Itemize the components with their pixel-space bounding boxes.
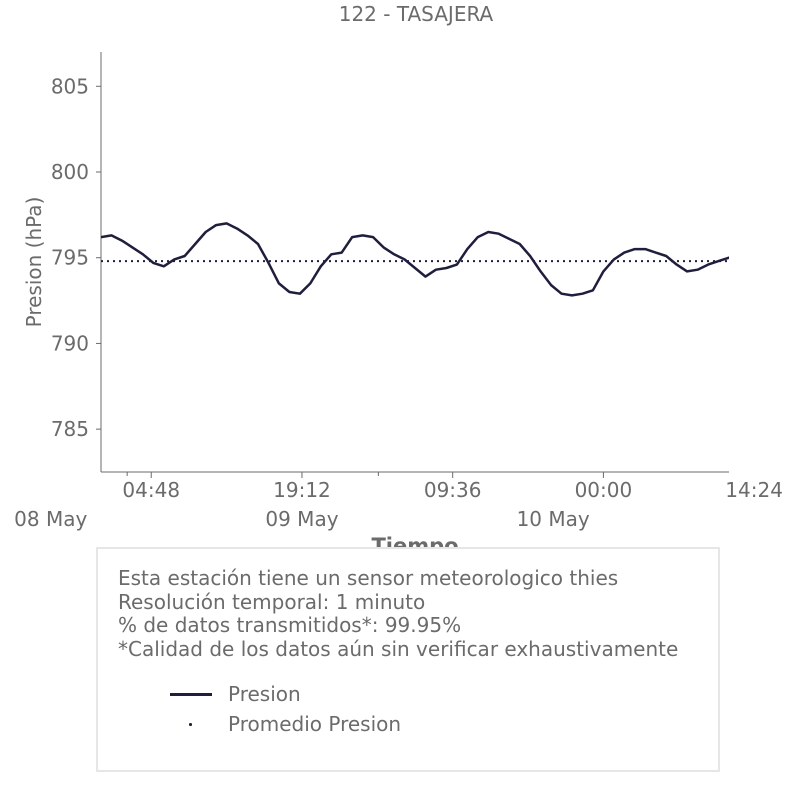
y-tick-label: 795 <box>51 246 89 270</box>
y-tick-label: 790 <box>51 331 89 355</box>
y-tick-label: 805 <box>51 74 89 98</box>
legend-line-swatch <box>168 687 214 701</box>
x-tick-label: 04:48 <box>122 478 180 502</box>
y-ticks: 785 790 795 800 805 <box>51 74 101 441</box>
x-tick-label: 09:36 <box>424 478 482 502</box>
info-line: % de datos transmitidos*: 99.95% <box>118 613 462 637</box>
plot-series <box>101 222 729 297</box>
y-axis-label: Presion (hPa) <box>22 197 46 328</box>
y-tick-label: 785 <box>51 417 89 441</box>
x-tick-label: 00:00 <box>575 478 633 502</box>
y-tick-label: 800 <box>51 160 89 184</box>
legend-item-promedio-presion: Promedio Presion <box>168 709 401 739</box>
info-lines: Esta estación tiene un sensor meteorolog… <box>118 566 679 661</box>
x-date-label: 10 May <box>517 507 590 531</box>
x-date-label: 09 May <box>265 507 338 531</box>
legend-dot-swatch <box>168 717 214 731</box>
info-line: Esta estación tiene un sensor meteorolog… <box>118 566 619 590</box>
x-tick-label: 14:24 <box>725 478 783 502</box>
x-date-label: 08 May <box>14 507 87 531</box>
x-ticks: 04:48 19:12 09:36 00:00 14:24 08 May 09 May 10 … <box>14 472 783 531</box>
info-line: Resolución temporal: 1 minuto <box>118 589 426 614</box>
legend-label: Promedio Presion <box>228 712 402 736</box>
legend-label: Presion <box>228 682 301 706</box>
info-box: Esta estación tiene un sensor meteorolog… <box>96 547 720 772</box>
legend-item-presion: Presion <box>168 679 401 709</box>
chart-title: 122 - TASAJERA <box>339 2 494 26</box>
series-line-presion <box>101 222 729 297</box>
legend: Presion Promedio Presion <box>168 679 401 739</box>
x-tick-label: 19:12 <box>273 478 331 502</box>
info-line: *Calidad de los datos aún sin verificar … <box>118 636 679 661</box>
